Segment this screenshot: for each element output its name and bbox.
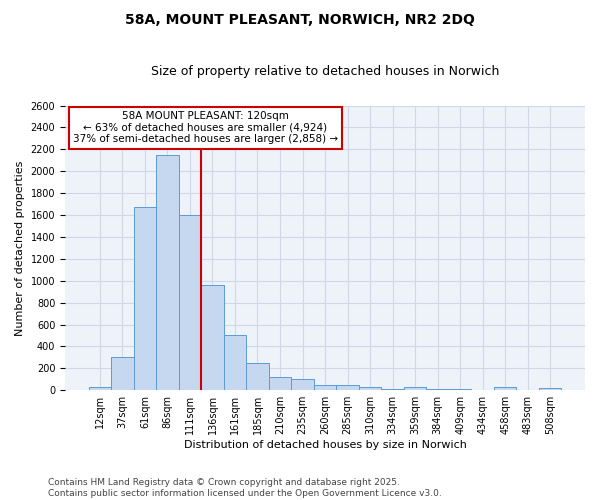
Bar [404, 387, 427, 390]
Bar [427, 388, 449, 390]
Text: Contains HM Land Registry data © Crown copyright and database right 2025.
Contai: Contains HM Land Registry data © Crown c… [48, 478, 442, 498]
Bar [134, 207, 156, 390]
Bar [381, 388, 404, 390]
Bar [449, 388, 472, 390]
Y-axis label: Number of detached properties: Number of detached properties [15, 160, 25, 336]
Bar [89, 388, 111, 390]
Bar [359, 387, 381, 390]
Bar [539, 388, 562, 390]
Bar [179, 215, 201, 390]
Bar [201, 285, 224, 390]
Bar [269, 377, 291, 390]
Bar [246, 363, 269, 390]
Bar [494, 387, 517, 390]
Bar [291, 380, 314, 390]
X-axis label: Distribution of detached houses by size in Norwich: Distribution of detached houses by size … [184, 440, 466, 450]
Text: 58A, MOUNT PLEASANT, NORWICH, NR2 2DQ: 58A, MOUNT PLEASANT, NORWICH, NR2 2DQ [125, 12, 475, 26]
Bar [336, 384, 359, 390]
Title: Size of property relative to detached houses in Norwich: Size of property relative to detached ho… [151, 65, 499, 78]
Text: 58A MOUNT PLEASANT: 120sqm
← 63% of detached houses are smaller (4,924)
37% of s: 58A MOUNT PLEASANT: 120sqm ← 63% of deta… [73, 111, 338, 144]
Bar [224, 335, 246, 390]
Bar [156, 155, 179, 390]
Bar [314, 384, 336, 390]
Bar [111, 358, 134, 390]
